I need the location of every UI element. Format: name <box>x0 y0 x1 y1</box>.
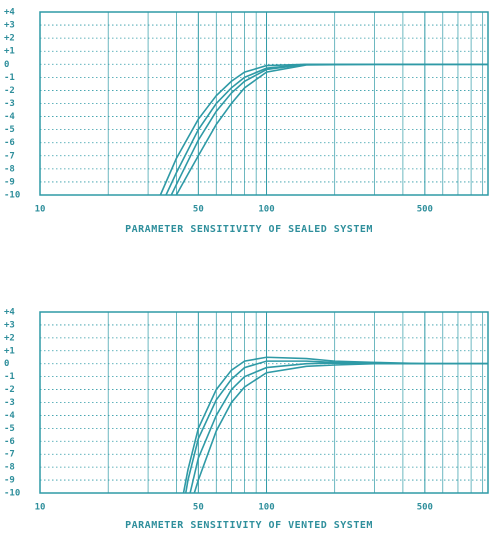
y-tick-label: -10 <box>4 191 20 201</box>
y-tick-label: -10 <box>4 489 20 499</box>
chart-title: PARAMETER SENSITIVITY OF SEALED SYSTEM <box>125 224 373 235</box>
y-tick-label: +1 <box>4 47 15 57</box>
x-tick-label: 500 <box>417 205 433 215</box>
data-line <box>175 63 488 196</box>
data-line <box>182 356 488 494</box>
y-tick-label: -2 <box>4 385 15 395</box>
chart-title: PARAMETER SENSITIVITY OF VENTED SYSTEM <box>125 520 373 531</box>
x-tick-label: 10 <box>35 205 46 215</box>
y-tick-label: +3 <box>4 21 15 31</box>
data-line <box>193 362 488 494</box>
y-tick-label: -7 <box>4 151 15 161</box>
y-tick-label: -1 <box>4 372 15 382</box>
x-tick-label: 100 <box>258 503 274 513</box>
y-tick-label: -6 <box>4 437 15 447</box>
x-tick-label: 50 <box>193 503 204 513</box>
y-tick-label: -2 <box>4 86 15 96</box>
y-tick-label: -5 <box>4 424 15 434</box>
y-tick-label: -7 <box>4 450 15 460</box>
y-tick-label: -9 <box>4 476 15 486</box>
data-line <box>189 362 488 494</box>
y-tick-label: -1 <box>4 73 15 83</box>
y-tick-label: +4 <box>4 8 15 18</box>
x-tick-label: 500 <box>417 503 433 513</box>
y-tick-label: -3 <box>4 398 15 408</box>
y-tick-label: -4 <box>4 411 15 421</box>
y-tick-label: +2 <box>4 34 15 44</box>
x-tick-label: 50 <box>193 205 204 215</box>
y-tick-label: -8 <box>4 463 15 473</box>
y-tick-label: +2 <box>4 333 15 343</box>
y-tick-label: +4 <box>4 308 15 318</box>
x-tick-label: 100 <box>258 205 274 215</box>
y-tick-label: +1 <box>4 346 15 356</box>
y-tick-label: -8 <box>4 164 15 174</box>
y-tick-label: 0 <box>4 60 9 70</box>
y-tick-label: -3 <box>4 99 15 109</box>
y-tick-label: -9 <box>4 177 15 187</box>
x-tick-label: 10 <box>35 503 46 513</box>
y-tick-label: 0 <box>4 359 9 369</box>
y-tick-label: +3 <box>4 320 15 330</box>
data-line <box>165 63 488 196</box>
y-tick-label: -6 <box>4 138 15 148</box>
y-tick-label: -5 <box>4 125 15 135</box>
y-tick-label: -4 <box>4 112 15 122</box>
